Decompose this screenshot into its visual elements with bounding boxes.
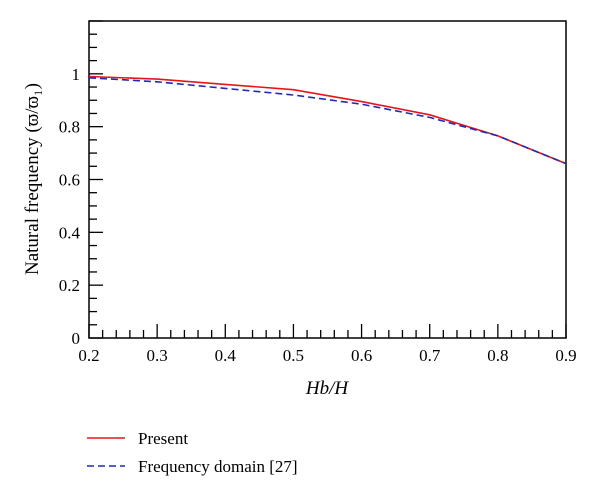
y-tick-label: 0.6 (59, 171, 80, 190)
x-axis-title: Hb/H (305, 378, 350, 399)
legend: Present Frequency domain [27] (87, 429, 298, 476)
x-tick-label: 0.8 (487, 346, 508, 365)
legend-label: Frequency domain [27] (138, 457, 298, 476)
y-tick-label: 1 (72, 65, 81, 84)
series-line-present (88, 75, 567, 165)
x-tick-label: 0.4 (215, 346, 237, 365)
x-tick-label: 0.7 (419, 346, 441, 365)
y-tick-label: 0.4 (59, 223, 81, 242)
legend-label: Present (138, 429, 188, 448)
x-tick-label: 0.3 (147, 346, 168, 365)
y-tick-label: 0.8 (59, 118, 80, 137)
x-tick-label: 0.6 (351, 346, 372, 365)
plot-series (88, 75, 567, 165)
y-tick-label: 0 (72, 329, 81, 348)
plot-frame (88, 20, 567, 339)
y-tick-label: 0.2 (59, 276, 80, 295)
plot-axes: 0.2 0.3 0.4 0.5 0.6 0.7 0.8 0.900.20.40.60.81 (59, 20, 577, 365)
series-line-frequency-domain (88, 77, 567, 165)
y-axis-title: Natural frequency (ϖ/ϖ₁) (22, 83, 43, 275)
x-tick-label: 0.9 (555, 346, 576, 365)
x-tick-label: 0.2 (78, 346, 99, 365)
x-tick-label: 0.5 (283, 346, 304, 365)
